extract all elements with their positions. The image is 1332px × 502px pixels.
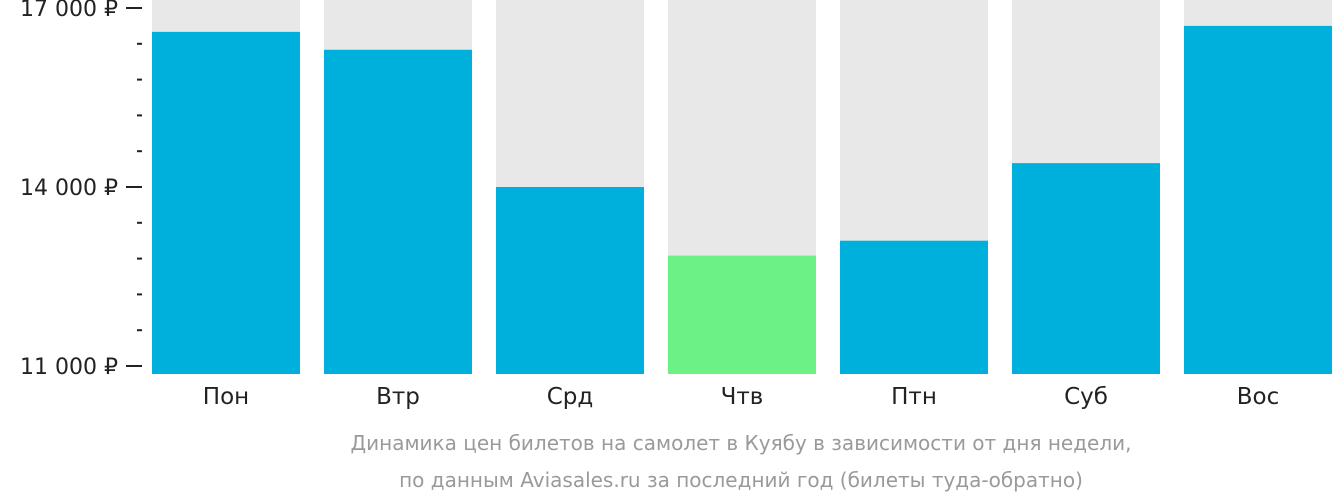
- category-label-3: Срд: [547, 384, 594, 410]
- bar-5: [840, 240, 988, 374]
- category-labels: Пон Втр Срд Чтв Птн Суб Вос: [203, 384, 1279, 410]
- bar-4: [668, 255, 816, 374]
- category-label-1: Пон: [203, 384, 249, 410]
- bar-1: [152, 31, 300, 374]
- bars: [152, 25, 1332, 375]
- category-label-4: Чтв: [721, 384, 764, 410]
- bar-2: [324, 49, 472, 375]
- y-axis: 11 000 ₽ 14 000 ₽ 17 000 ₽: [20, 0, 142, 380]
- y-tick-label-2: 14 000 ₽: [20, 176, 118, 201]
- chart-caption-line-1: Динамика цен билетов на самолет в Куябу …: [350, 431, 1132, 455]
- price-by-weekday-chart: 11 000 ₽ 14 000 ₽ 17 000 ₽ Пон Втр Срд Чтв Птн…: [20, 0, 1332, 410]
- category-label-7: Вос: [1237, 384, 1280, 410]
- category-label-2: Втр: [376, 384, 420, 410]
- category-label-5: Птн: [891, 384, 937, 410]
- y-tick-label-3: 17 000 ₽: [20, 0, 118, 22]
- bar-3: [496, 187, 644, 374]
- bar-6: [1012, 163, 1160, 374]
- chart-caption-line-2: по данным Aviasales.ru за последний год …: [399, 468, 1083, 492]
- bar-7: [1184, 25, 1332, 375]
- y-tick-label-1: 11 000 ₽: [20, 355, 118, 380]
- category-label-6: Суб: [1064, 384, 1108, 410]
